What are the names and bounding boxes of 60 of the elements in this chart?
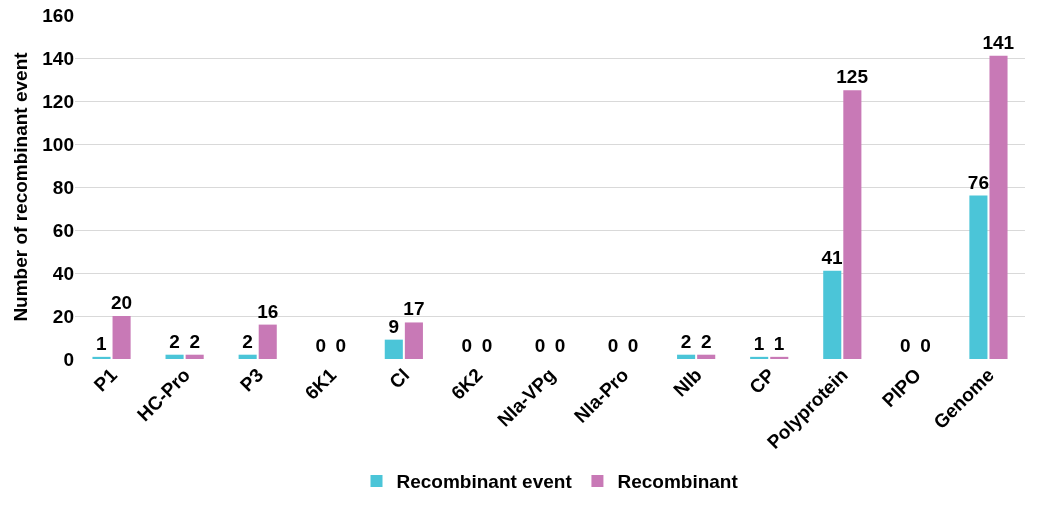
x-tick-label: P3 (235, 364, 268, 396)
y-tick-label: 160 (42, 4, 74, 26)
data-label: 41 (821, 246, 844, 268)
data-label: 1 (753, 332, 765, 354)
data-label: 2 (169, 330, 180, 352)
data-label: 0 (627, 335, 639, 356)
data-label: 2 (242, 330, 253, 352)
data-label: 1 (95, 332, 107, 354)
bar (112, 316, 131, 359)
bar (384, 339, 403, 359)
legend-label: Recombinant event (396, 471, 573, 493)
legend-label: Recombinant (617, 471, 739, 493)
bar (258, 324, 277, 359)
data-label: 0 (900, 335, 911, 356)
bar (770, 356, 789, 359)
data-label: 9 (388, 315, 400, 337)
bar (185, 354, 204, 359)
data-label: 0 (554, 335, 566, 356)
y-tick-label: 80 (52, 176, 74, 198)
bar (677, 354, 696, 359)
bar (843, 90, 862, 359)
data-label: 2 (680, 330, 692, 352)
bar (823, 270, 842, 359)
bar (404, 322, 423, 359)
y-tick-label: 100 (42, 133, 74, 155)
x-tick-label: P1 (89, 363, 122, 396)
data-label: 0 (920, 335, 931, 356)
data-label: 16 (257, 300, 279, 322)
y-tick-label: 140 (42, 47, 74, 69)
bar (989, 55, 1008, 359)
y-tick-label: 40 (52, 262, 74, 284)
data-label: 0 (461, 335, 473, 356)
data-label: 0 (534, 335, 546, 356)
data-label: 2 (700, 330, 712, 352)
y-tick-label: 120 (42, 90, 74, 112)
x-tick-label: NIb (669, 364, 706, 401)
x-tick-label: CI (385, 364, 414, 393)
bar (697, 354, 716, 359)
bar (165, 354, 184, 359)
data-label: 76 (967, 171, 989, 193)
data-label: 0 (481, 335, 493, 356)
data-label: 0 (335, 335, 347, 356)
x-tick-label: 6K1 (300, 363, 341, 404)
data-label: 141 (982, 31, 1015, 53)
y-tick-label: 0 (63, 348, 74, 370)
bar (969, 195, 988, 359)
data-label: 17 (403, 298, 425, 320)
data-label: 125 (836, 66, 869, 88)
bar (238, 354, 257, 359)
data-label: 1 (773, 332, 785, 354)
data-label: 2 (189, 330, 200, 352)
data-label: 0 (315, 335, 327, 356)
bar (92, 356, 111, 359)
x-tick-label: 6K2 (446, 364, 487, 404)
y-tick-label: 20 (52, 305, 74, 327)
data-label: 0 (607, 335, 619, 356)
y-axis-title: Number of recombinant event (10, 51, 31, 322)
data-label: 20 (111, 292, 133, 313)
bar (750, 356, 769, 359)
y-tick-label: 60 (52, 219, 74, 241)
